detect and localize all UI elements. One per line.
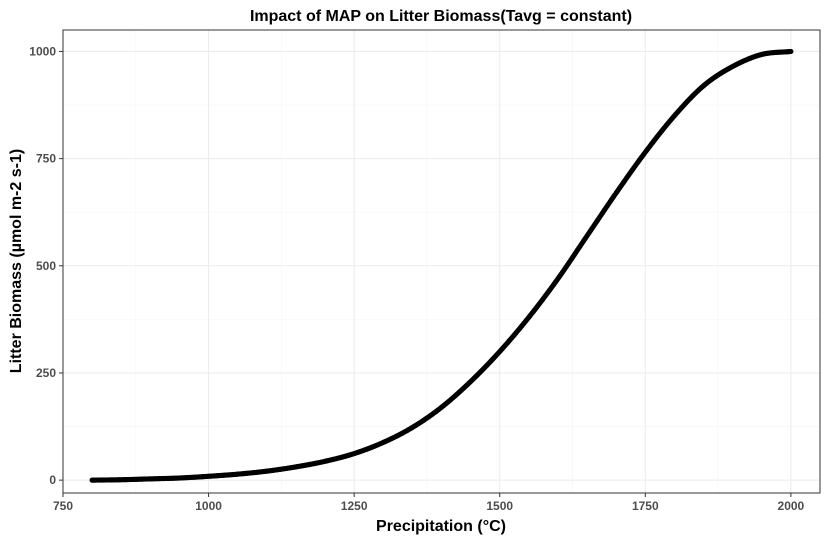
data-points-group [89, 48, 794, 483]
y-tick-label: 750 [36, 152, 56, 166]
grid-minor-group [63, 30, 820, 493]
y-tick-label: 0 [49, 473, 56, 487]
y-tick-label: 250 [36, 366, 56, 380]
x-tick-label: 1500 [486, 499, 513, 513]
x-axis-title: Precipitation (°C) [376, 518, 506, 535]
x-tick-label: 1000 [195, 499, 222, 513]
x-tick-label: 1750 [632, 499, 659, 513]
grid-major-group [62, 30, 820, 493]
x-tick-label: 1250 [341, 499, 368, 513]
y-axis: 0 250 500 750 1000 [29, 44, 63, 487]
x-tick-label: 2000 [778, 499, 805, 513]
y-tick-label: 500 [36, 259, 56, 273]
y-tick-label: 1000 [29, 44, 56, 58]
x-axis: 750 1000 1250 1500 1750 2000 [53, 493, 805, 513]
chart-title: Impact of MAP on Litter Biomass(Tavg = c… [250, 8, 632, 25]
x-tick-label: 750 [53, 499, 73, 513]
data-point [788, 48, 794, 55]
y-axis-title: Litter Biomass (µmol m-2 s-1) [8, 149, 25, 373]
panel-border [62, 29, 821, 494]
